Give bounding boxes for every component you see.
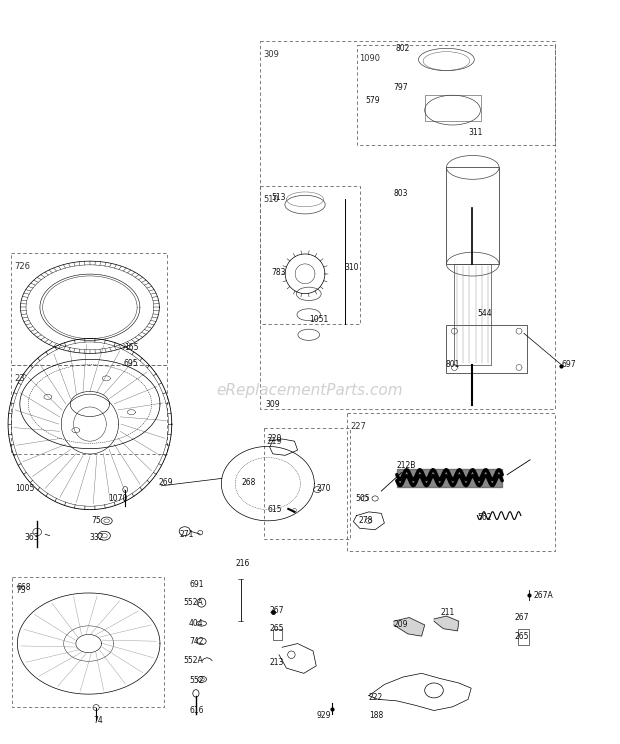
Text: 803: 803 (394, 189, 408, 198)
Text: 544: 544 (477, 310, 492, 318)
Bar (347, 413, 555, 551)
Bar (425, 95, 480, 121)
Text: 309: 309 (264, 50, 279, 59)
Text: 270: 270 (316, 484, 330, 493)
Text: 697: 697 (561, 360, 576, 369)
Text: 1051: 1051 (309, 315, 328, 324)
Text: 513: 513 (272, 193, 286, 202)
Bar (446, 167, 499, 264)
Text: 213: 213 (270, 658, 284, 667)
Text: 1070: 1070 (108, 494, 128, 503)
Bar (454, 264, 491, 365)
Bar (518, 629, 529, 645)
Text: 222: 222 (369, 693, 383, 702)
Text: 265: 265 (515, 632, 529, 641)
Bar (12, 577, 164, 707)
Text: 726: 726 (14, 262, 30, 271)
Text: 929: 929 (316, 711, 330, 720)
Text: 801: 801 (445, 360, 459, 369)
Text: 1005: 1005 (16, 484, 35, 493)
Text: 75: 75 (92, 516, 102, 525)
Bar (260, 41, 555, 409)
Polygon shape (394, 618, 425, 636)
Bar (11, 365, 167, 454)
Text: 505: 505 (355, 494, 370, 503)
Text: 1090: 1090 (360, 54, 381, 62)
Text: 332: 332 (90, 533, 104, 542)
Text: 23: 23 (14, 373, 25, 382)
Text: 510: 510 (264, 195, 279, 204)
Text: 802: 802 (396, 44, 410, 53)
Text: 265: 265 (270, 624, 284, 633)
Text: 74: 74 (93, 716, 103, 725)
Text: 209: 209 (394, 620, 408, 629)
Text: 615: 615 (268, 505, 282, 514)
Text: 311: 311 (468, 128, 482, 137)
Text: 267A: 267A (533, 591, 553, 600)
Text: eReplacementParts.com: eReplacementParts.com (216, 383, 404, 398)
Text: 227: 227 (350, 422, 366, 431)
Text: 220: 220 (268, 434, 282, 443)
Text: 668: 668 (17, 583, 31, 591)
Bar (273, 629, 282, 640)
Text: 73: 73 (16, 586, 26, 594)
Text: 363: 363 (25, 533, 40, 542)
Text: 278: 278 (358, 516, 373, 525)
Text: 691: 691 (189, 580, 203, 589)
Text: 216: 216 (236, 559, 250, 568)
Text: 579: 579 (366, 96, 381, 105)
Bar (260, 186, 360, 324)
Bar (11, 253, 167, 365)
Text: 404: 404 (189, 619, 204, 628)
Text: 271: 271 (180, 530, 194, 539)
Text: 212B: 212B (397, 461, 416, 469)
Text: 267: 267 (515, 613, 529, 622)
Bar (356, 45, 555, 145)
Text: 165: 165 (124, 343, 138, 352)
Text: 695: 695 (124, 359, 139, 368)
Text: 616: 616 (189, 706, 203, 715)
Text: 310: 310 (344, 263, 358, 272)
Text: 783: 783 (272, 268, 286, 277)
Polygon shape (434, 616, 459, 631)
Text: 552: 552 (189, 676, 203, 685)
Text: 797: 797 (394, 83, 409, 92)
Text: 552A: 552A (183, 598, 203, 607)
Text: 268: 268 (242, 478, 256, 487)
Text: 219: 219 (267, 437, 282, 446)
Text: 211: 211 (440, 608, 454, 617)
Bar (264, 428, 350, 539)
Text: 309: 309 (265, 400, 280, 409)
Text: 562: 562 (477, 513, 492, 522)
Text: 742: 742 (189, 637, 203, 646)
Text: 267: 267 (270, 606, 284, 615)
Bar (446, 325, 527, 373)
Text: 552A: 552A (183, 656, 203, 665)
Text: 269: 269 (158, 478, 172, 487)
Text: 188: 188 (369, 711, 383, 720)
